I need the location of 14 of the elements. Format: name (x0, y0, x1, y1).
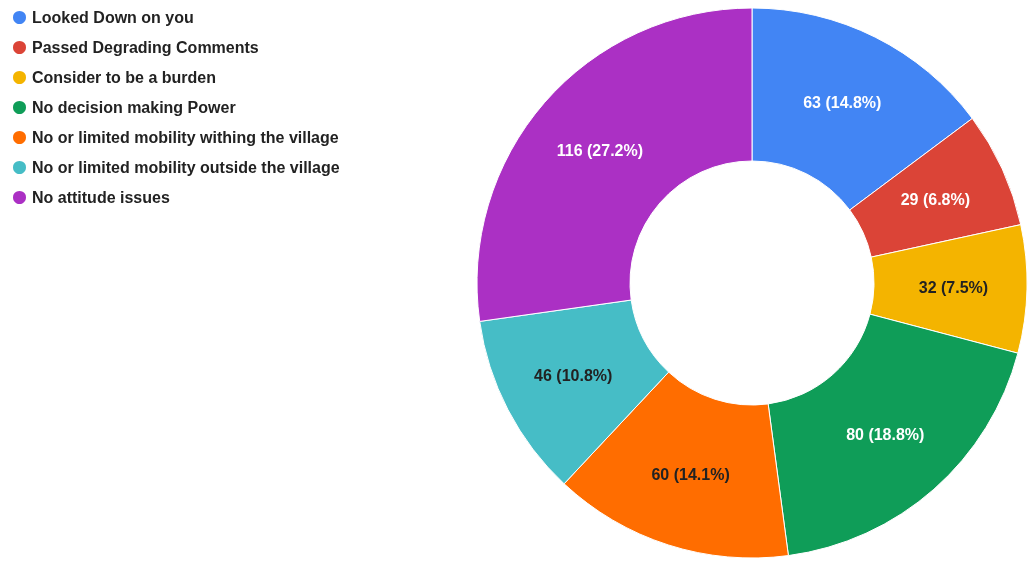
legend-label: No attitude issues (32, 189, 170, 206)
legend-label: No or limited mobility withing the village (32, 129, 339, 146)
legend-label: Consider to be a burden (32, 69, 217, 86)
data-label: 63 (14.8%) (803, 94, 882, 112)
data-label: 46 (10.8%) (534, 367, 613, 385)
data-label: 60 (14.1%) (651, 466, 730, 484)
data-label: 32 (7.5%) (918, 278, 989, 296)
legend-label: No decision making Power (32, 99, 236, 116)
data-label: 29 (6.8%) (900, 190, 971, 208)
legend-label: Looked Down on you (32, 9, 194, 26)
legend-label: Passed Degrading Comments (32, 39, 259, 56)
legend-label: No or limited mobility outside the village (32, 159, 340, 176)
data-label: 80 (18.8%) (846, 425, 925, 443)
data-label: 116 (27.2%) (556, 142, 644, 160)
